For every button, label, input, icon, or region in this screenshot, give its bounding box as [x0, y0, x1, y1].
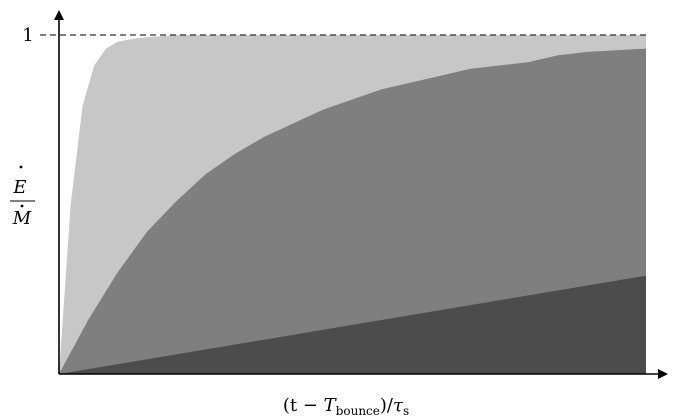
- area-series-2: [59, 48, 646, 374]
- x-label-open: (t −: [283, 395, 324, 416]
- x-axis-label: (t − Tbounce)/τs: [283, 395, 409, 418]
- area-series-3: [59, 275, 646, 374]
- x-label-tau: τ: [393, 395, 404, 416]
- y-label-denominator-dot: [20, 204, 24, 208]
- y-tick-label-1: 1: [22, 25, 33, 46]
- x-label-subscript-s: s: [403, 404, 409, 418]
- y-label-numerator: E: [12, 177, 26, 198]
- area-series-group: [59, 35, 646, 374]
- y-label-denominator: M: [12, 208, 32, 229]
- x-label-subscript-bounce: bounce: [336, 404, 380, 418]
- x-label-T: T: [324, 395, 338, 416]
- y-label-numerator-dot: [19, 165, 23, 169]
- x-label-mid: )/: [380, 395, 394, 416]
- y-axis-label: E M: [10, 165, 35, 229]
